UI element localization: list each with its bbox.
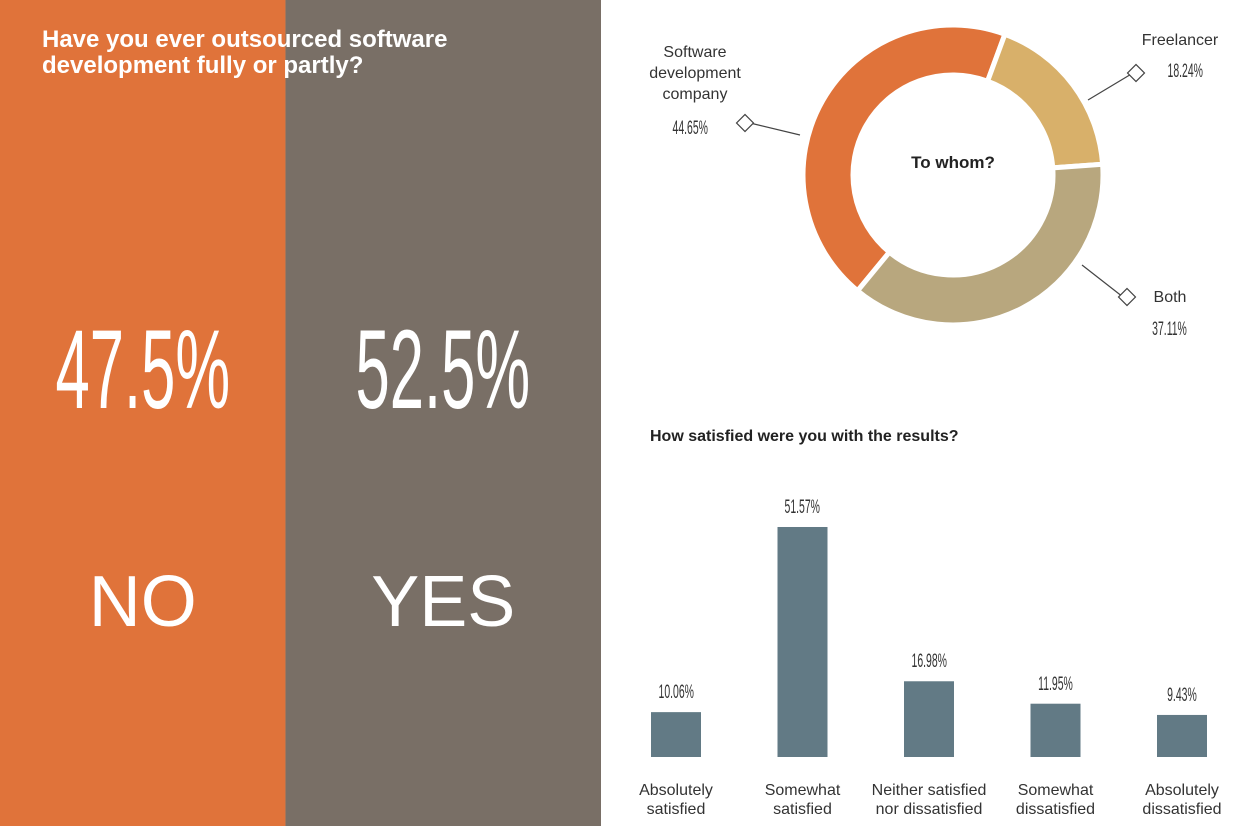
leader-line xyxy=(749,122,801,136)
big-percent-text: 52.5% xyxy=(355,307,531,432)
big-percent-text: 47.5% xyxy=(55,307,231,432)
answer-label: NO xyxy=(88,562,197,642)
bar-value-label-text: 9.43% xyxy=(1167,684,1197,706)
segment-label: Freelancer xyxy=(1141,32,1219,49)
bar-category-label: Somewhat satisfied xyxy=(764,782,841,818)
bar-category-label: Neither satisfied nor dissatisfied xyxy=(871,782,987,818)
leader-line xyxy=(1087,72,1134,101)
question-title: Have you ever outsourced software develo… xyxy=(42,26,448,79)
bar-value-label: 11.95% xyxy=(1006,674,1106,696)
bar-category-label: Absolutely satisfied xyxy=(639,782,713,818)
bar-value-label: 10.06% xyxy=(626,682,726,704)
donut-title: To whom? xyxy=(911,153,995,172)
bar-value-label-text: 10.06% xyxy=(658,682,694,704)
bar-value-label: 9.43% xyxy=(1132,685,1232,707)
leader-marker xyxy=(1117,287,1137,307)
big-percent: 52.5% xyxy=(243,305,643,435)
segment-value: 37.11% xyxy=(1120,318,1220,342)
segment-value-text: 18.24% xyxy=(1167,61,1203,82)
segment-value: 44.65% xyxy=(640,117,740,141)
bar xyxy=(1030,703,1081,757)
bar-title: How satisfied were you with the results? xyxy=(650,428,959,445)
bar-value-label-text: 11.95% xyxy=(1038,673,1073,695)
bar-value-label-text: 16.98% xyxy=(911,651,947,673)
big-percent: 47.5% xyxy=(0,305,343,435)
donut-segment xyxy=(800,22,1009,295)
segment-value: 18.24% xyxy=(1135,60,1235,84)
donut-segment xyxy=(984,31,1106,171)
leader-line xyxy=(1081,264,1124,298)
donut-segment xyxy=(854,161,1106,328)
panel xyxy=(285,0,601,826)
bar-value-label-text: 51.57% xyxy=(784,496,821,518)
bar-category-label: Somewhat dissatisfied xyxy=(1015,782,1096,818)
bar-category-label: Absolutely dissatisfied xyxy=(1142,782,1222,818)
bar xyxy=(651,712,701,757)
leader-marker xyxy=(1126,63,1146,83)
bar-value-label: 51.57% xyxy=(753,497,853,519)
segment-label: Both xyxy=(1153,289,1187,306)
answer-label: YES xyxy=(371,562,516,642)
segment-value-text: 44.65% xyxy=(672,118,708,139)
bar-value-label: 16.98% xyxy=(879,651,979,673)
segment-label: Software development company xyxy=(649,44,741,103)
panel xyxy=(0,0,286,826)
segment-value-text: 37.11% xyxy=(1152,319,1188,340)
bar xyxy=(777,526,828,757)
bar xyxy=(904,681,954,757)
bar xyxy=(1157,714,1207,757)
leader-marker xyxy=(735,113,755,133)
